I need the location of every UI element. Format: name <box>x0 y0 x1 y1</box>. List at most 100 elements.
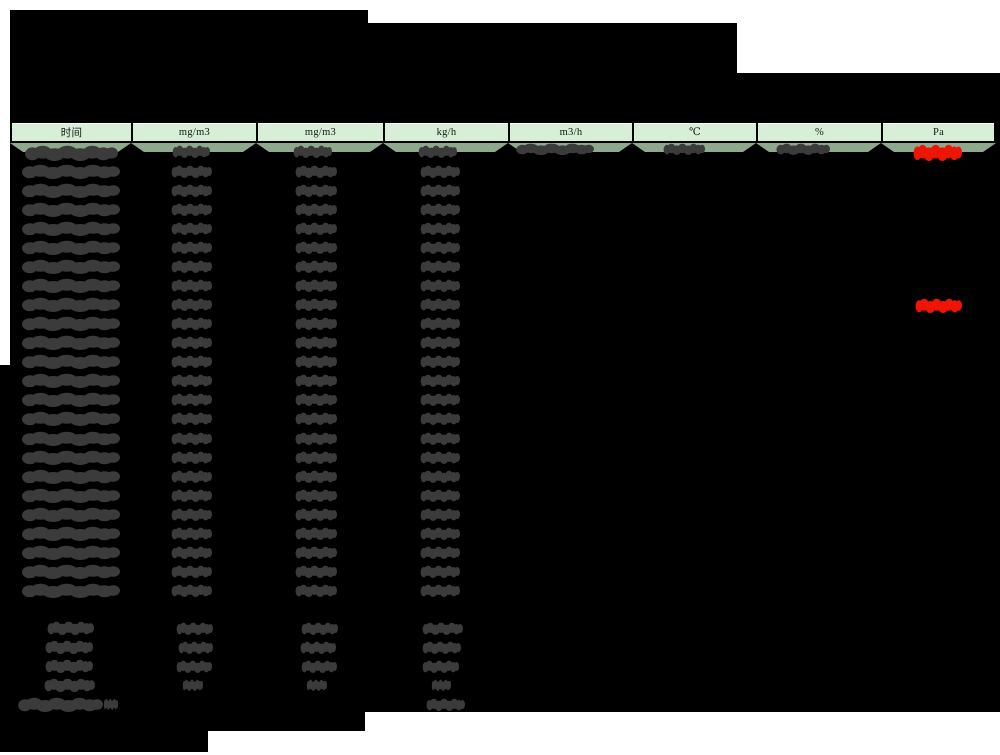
redacted-value-scribble <box>295 298 337 311</box>
redacted-value-scribble <box>420 584 460 597</box>
redacted-value-scribble <box>21 488 120 503</box>
redacted-value-scribble <box>420 412 460 425</box>
redacted-value-scribble <box>171 527 212 540</box>
redacted-value-scribble <box>420 546 460 559</box>
redacted-value-scribble <box>21 526 120 541</box>
redacted-value-scribble <box>21 354 120 369</box>
redacted-summary-label-scribble <box>45 659 93 673</box>
redacted-value-scribble <box>295 432 337 445</box>
redacted-value-scribble <box>420 203 460 216</box>
redacted-value-scribble <box>295 470 337 483</box>
redacted-value-scribble <box>295 184 337 197</box>
redacted-value-scribble <box>171 470 212 483</box>
column-header-7: Pa <box>883 123 994 141</box>
redacted-value-scribble <box>295 279 337 292</box>
redacted-value-scribble <box>420 298 460 311</box>
redacted-value-scribble <box>295 374 337 387</box>
redacted-value-scribble <box>295 222 337 235</box>
column-header-5: ℃ <box>634 123 756 141</box>
redacted-value-scribble <box>171 451 212 464</box>
redacted-value-scribble <box>171 184 212 197</box>
redacted-value-scribble <box>418 145 457 158</box>
redacted-value-scribble <box>295 203 337 216</box>
redaction-block <box>0 712 365 731</box>
redacted-value-scribble <box>21 545 120 560</box>
redacted-value-scribble <box>21 373 120 388</box>
redaction-block <box>737 73 1000 122</box>
redacted-summary-label-scribble <box>45 640 93 654</box>
redacted-value-scribble <box>21 450 120 465</box>
redacted-value-scribble <box>21 259 120 274</box>
redacted-value-scribble <box>306 679 327 691</box>
redacted-value-scribble <box>301 660 337 673</box>
redaction-block <box>0 731 208 752</box>
redacted-value-scribble <box>295 584 337 597</box>
redacted-value-scribble <box>422 660 459 673</box>
redacted-value-scribble <box>300 641 336 654</box>
redacted-value-scribble <box>295 260 337 273</box>
redacted-value-scribble <box>420 451 460 464</box>
redacted-value-scribble <box>171 584 212 597</box>
redacted-value-scribble <box>420 374 460 387</box>
redacted-value-scribble <box>182 679 203 691</box>
redacted-value-scribble <box>21 316 120 331</box>
redacted-value-scribble <box>295 241 337 254</box>
redacted-value-scribble <box>422 641 461 654</box>
redacted-value-scribble <box>171 241 212 254</box>
redacted-value-scribble <box>420 393 460 406</box>
redacted-value-scribble <box>295 489 337 502</box>
redacted-value-scribble <box>171 508 212 521</box>
redacted-alert-scribble <box>915 298 962 313</box>
redacted-value-scribble <box>420 184 460 197</box>
redacted-value-scribble <box>171 222 212 235</box>
redacted-value-scribble <box>171 489 212 502</box>
redacted-value-scribble <box>426 698 465 711</box>
redacted-value-scribble <box>21 221 120 236</box>
redacted-value-scribble <box>431 679 451 691</box>
redacted-value-scribble <box>171 298 212 311</box>
redacted-value-scribble <box>171 565 212 578</box>
redacted-value-scribble <box>21 411 120 426</box>
redacted-value-scribble <box>21 202 120 217</box>
redacted-value-scribble <box>171 374 212 387</box>
redacted-value-scribble <box>171 432 212 445</box>
redacted-value-scribble <box>21 469 120 484</box>
redacted-value-scribble <box>21 564 120 579</box>
column-header-4: m3/h <box>510 123 632 141</box>
redacted-value-scribble <box>295 546 337 559</box>
redacted-value-scribble <box>420 355 460 368</box>
redacted-value-scribble <box>420 165 460 178</box>
redacted-value-scribble <box>420 222 460 235</box>
redaction-block <box>368 23 737 122</box>
redacted-summary-label-scribble <box>47 621 94 635</box>
redacted-value-scribble <box>171 546 212 559</box>
redacted-value-scribble <box>420 565 460 578</box>
redacted-value-scribble <box>171 260 212 273</box>
redacted-value-scribble <box>176 660 212 673</box>
redacted-value-scribble <box>420 317 460 330</box>
redacted-value-scribble <box>21 583 120 598</box>
redacted-value-scribble <box>420 508 460 521</box>
column-header-0: 时间 <box>12 123 131 141</box>
redacted-value-scribble <box>295 165 337 178</box>
redacted-value-scribble <box>171 336 212 349</box>
redacted-value-scribble <box>295 412 337 425</box>
redacted-value-scribble <box>171 355 212 368</box>
redacted-value-scribble <box>420 260 460 273</box>
redacted-value-scribble <box>515 143 594 155</box>
redacted-value-scribble <box>21 507 120 522</box>
column-header-1: mg/m3 <box>133 123 256 141</box>
redacted-value-scribble <box>21 278 120 293</box>
redacted-value-scribble <box>21 183 120 198</box>
redacted-value-scribble <box>21 335 120 350</box>
redacted-value-scribble <box>171 203 212 216</box>
redaction-block <box>10 143 1000 712</box>
redacted-value-scribble <box>171 165 212 178</box>
redacted-value-scribble <box>21 431 120 446</box>
redacted-value-scribble <box>420 489 460 502</box>
redacted-value-scribble <box>420 527 460 540</box>
redacted-value-scribble <box>172 145 210 158</box>
redacted-summary-label-scribble <box>18 697 103 712</box>
redacted-value-scribble <box>176 622 213 635</box>
